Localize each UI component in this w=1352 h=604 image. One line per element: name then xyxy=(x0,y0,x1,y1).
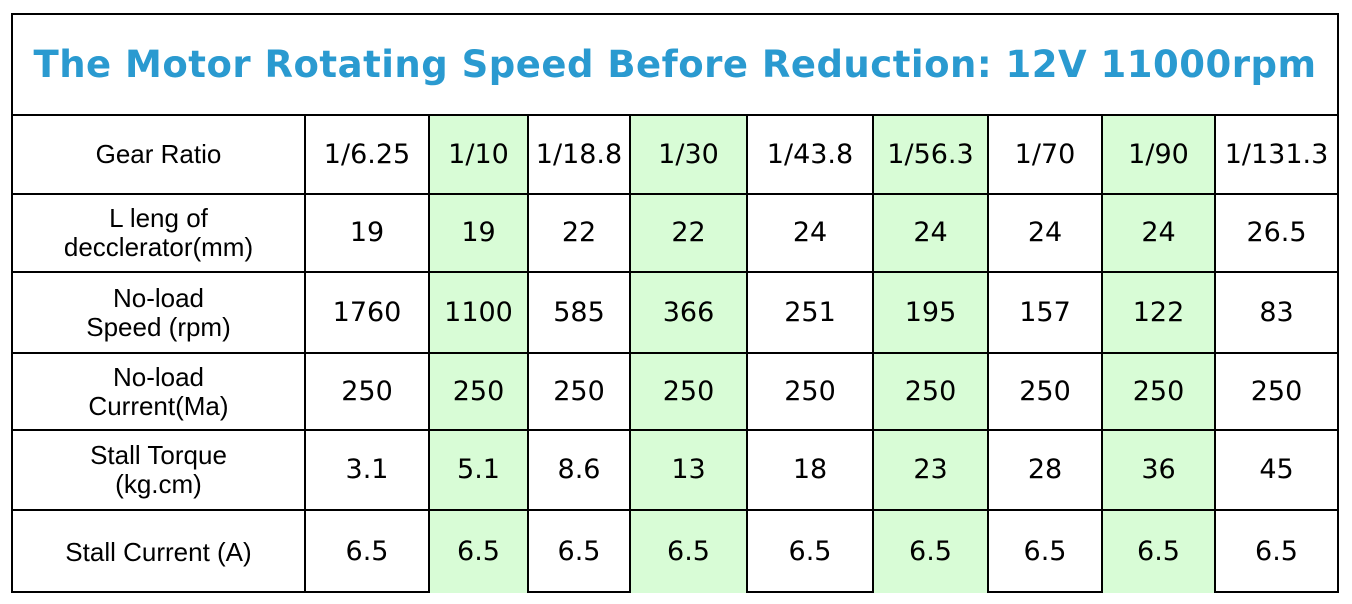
row-label: No-load Current(Ma) xyxy=(13,352,305,430)
table-cell: 26.5 xyxy=(1214,193,1337,272)
table-cell: 22 xyxy=(629,193,747,272)
table-cell: 250 xyxy=(304,352,429,430)
table-cell: 6.5 xyxy=(872,509,988,593)
row-label-text: decclerator(mm) xyxy=(63,232,254,262)
table-cell: 22 xyxy=(527,193,630,272)
table-cell: 1/90 xyxy=(1101,116,1215,194)
table-row-no-load-current: No-load Current(Ma) 250 250 250 250 250 250 250 2… xyxy=(13,352,1337,430)
table-row-gear-ratio: Gear Ratio 1/6.25 1/10 1/18.8 1/30 1/43.8 1/56… xyxy=(13,116,1337,194)
table-cell: 6.5 xyxy=(746,509,873,593)
row-label-text: Stall Torque xyxy=(90,440,227,470)
row-label-text: L leng of xyxy=(109,203,208,233)
table-cell: 1/18.8 xyxy=(527,116,630,194)
table-cell: 250 xyxy=(1214,352,1337,430)
title-bar: The Motor Rotating Speed Before Reductio… xyxy=(13,15,1337,116)
table-cell: 1760 xyxy=(304,271,429,353)
table-cell: 250 xyxy=(987,352,1102,430)
table-cell: 24 xyxy=(872,193,988,272)
table-cell: 5.1 xyxy=(428,429,528,510)
table-cell: 1/30 xyxy=(629,116,747,194)
table-cell: 1/70 xyxy=(987,116,1102,194)
table-cell: 8.6 xyxy=(527,429,630,510)
row-label-text: (kg.cm) xyxy=(115,469,202,499)
row-label: Stall Current (A) xyxy=(13,509,305,593)
row-label-text: No-load xyxy=(112,361,205,392)
table-cell: 250 xyxy=(746,352,873,430)
row-label: Gear Ratio xyxy=(13,116,305,194)
table-row-no-load-speed: No-load Speed (rpm) 1760 1100 585 366 251 195 15… xyxy=(13,271,1337,353)
table-cell: 122 xyxy=(1101,271,1215,353)
table-cell: 585 xyxy=(527,271,630,353)
spec-sheet-frame: The Motor Rotating Speed Before Reductio… xyxy=(11,13,1339,593)
table-cell: 1100 xyxy=(428,271,528,353)
table-row-length: L leng of decclerator(mm) 19 19 22 22 24 24 24 24… xyxy=(13,193,1337,272)
table-cell: 6.5 xyxy=(527,509,630,593)
table-cell: 6.5 xyxy=(428,509,528,593)
row-label: L leng of decclerator(mm) xyxy=(13,193,305,272)
table-row-stall-current: Stall Current (A) 6.5 6.5 6.5 6.5 6.5 6.5 6.5 6.… xyxy=(13,509,1337,593)
table-cell: 1/131.3 xyxy=(1214,116,1337,194)
row-label: No-load Speed (rpm) xyxy=(13,271,305,353)
table-cell: 1/43.8 xyxy=(746,116,873,194)
table-cell: 24 xyxy=(746,193,873,272)
table-cell: 3.1 xyxy=(304,429,429,510)
table-cell: 19 xyxy=(428,193,528,272)
row-label-text: Speed (rpm) xyxy=(86,311,231,342)
table-cell: 157 xyxy=(987,271,1102,353)
table-cell: 195 xyxy=(872,271,988,353)
page-title: The Motor Rotating Speed Before Reductio… xyxy=(33,43,1317,86)
table-cell: 83 xyxy=(1214,271,1337,353)
table-cell: 1/56.3 xyxy=(872,116,988,194)
table-cell: 6.5 xyxy=(987,509,1102,593)
table-cell: 18 xyxy=(746,429,873,510)
table-cell: 366 xyxy=(629,271,747,353)
table-cell: 19 xyxy=(304,193,429,272)
table-cell: 6.5 xyxy=(1101,509,1215,593)
table-cell: 250 xyxy=(527,352,630,430)
table-cell: 36 xyxy=(1101,429,1215,510)
table-cell: 24 xyxy=(987,193,1102,272)
table-cell: 250 xyxy=(1101,352,1215,430)
table-cell: 250 xyxy=(629,352,747,430)
row-label-text: No-load xyxy=(112,282,205,313)
table-row-stall-torque: Stall Torque (kg.cm) 3.1 5.1 8.6 13 18 23 28 36 45 xyxy=(13,429,1337,510)
row-label-text: Gear Ratio xyxy=(95,139,222,169)
table-cell: 6.5 xyxy=(1214,509,1337,593)
row-label-text: Current(Ma) xyxy=(88,390,229,421)
table-cell: 6.5 xyxy=(629,509,747,593)
table-cell: 28 xyxy=(987,429,1102,510)
table-cell: 250 xyxy=(872,352,988,430)
table-cell: 251 xyxy=(746,271,873,353)
table-cell: 24 xyxy=(1101,193,1215,272)
table-cell: 1/10 xyxy=(428,116,528,194)
table-cell: 250 xyxy=(428,352,528,430)
table-cell: 1/6.25 xyxy=(304,116,429,194)
table-cell: 23 xyxy=(872,429,988,510)
table-cell: 13 xyxy=(629,429,747,510)
table-cell: 45 xyxy=(1214,429,1337,510)
row-label-text: Stall Current (A) xyxy=(65,536,252,567)
table-cell: 6.5 xyxy=(304,509,429,593)
row-label: Stall Torque (kg.cm) xyxy=(13,429,305,510)
spec-table: Gear Ratio 1/6.25 1/10 1/18.8 1/30 1/43.8 1/56… xyxy=(13,116,1337,593)
